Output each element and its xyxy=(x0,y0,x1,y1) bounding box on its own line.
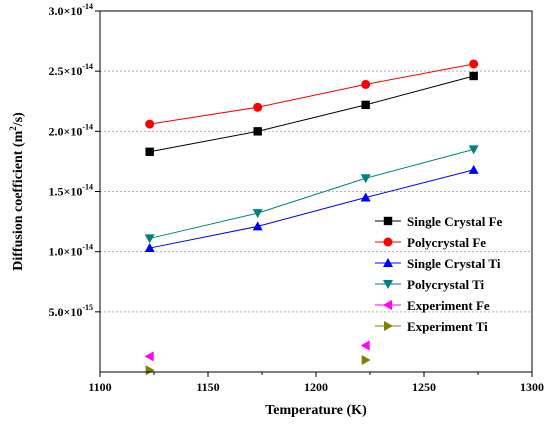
x-axis-title: Temperature (K) xyxy=(265,403,367,418)
data-point xyxy=(252,221,263,231)
y-tick-label: 5.0×10-15 xyxy=(48,303,93,319)
legend-label: Experiment Fe xyxy=(407,298,490,313)
x-tick-label: 1100 xyxy=(88,380,111,394)
y-tick-label: 2.5×10-14 xyxy=(48,62,93,78)
data-point xyxy=(468,164,479,174)
series-line xyxy=(149,63,474,125)
data-point xyxy=(145,147,154,156)
data-point xyxy=(360,192,371,202)
data-point xyxy=(253,127,262,136)
y-tick-label: 3.0×10-14 xyxy=(48,2,93,18)
legend-label: Experiment Ti xyxy=(407,319,488,334)
series-line xyxy=(149,169,474,249)
y-tick-label: 1.0×10-14 xyxy=(48,243,93,259)
series-line xyxy=(149,75,474,153)
y-axis: 5.0×10-15 1.0×10-14 1.5×10-14 2.0×10-14 2.5×… xyxy=(48,2,100,319)
data-point xyxy=(468,145,479,155)
legend-marker xyxy=(383,258,393,267)
legend-marker xyxy=(383,216,393,226)
x-axis: 1100 1150 1200 1250 1300 xyxy=(88,372,544,394)
y-axis-title-main: Diffusion coefficient (m xyxy=(11,130,26,270)
series-markers xyxy=(144,59,479,376)
data-point xyxy=(360,174,371,184)
y-tick-label: 1.5×10-14 xyxy=(48,183,93,199)
data-point xyxy=(361,354,371,365)
legend-label: Single Crystal Fe xyxy=(407,214,503,229)
data-point xyxy=(469,59,479,69)
data-point xyxy=(145,119,155,129)
data-point xyxy=(469,71,478,81)
x-tick-label: 1250 xyxy=(412,380,436,394)
series-line xyxy=(149,148,474,239)
y-tick-label: 2.0×10-14 xyxy=(48,122,93,138)
y-axis-title-end: /s) xyxy=(11,112,26,127)
legend-label: Polycrystal Fe xyxy=(407,235,486,250)
legend-label: Single Crystal Ti xyxy=(407,256,501,271)
legend-marker xyxy=(383,300,392,310)
data-point xyxy=(145,365,155,376)
legend-label: Polycrystal Ti xyxy=(407,277,485,292)
data-point xyxy=(361,79,371,89)
legend-marker xyxy=(383,280,393,289)
y-axis-title: Diffusion coefficient (m2/s) xyxy=(8,112,26,271)
data-point xyxy=(253,102,263,112)
x-tick-label: 1200 xyxy=(304,380,328,394)
data-point xyxy=(144,351,154,362)
legend-marker xyxy=(383,237,393,247)
x-tick-label: 1150 xyxy=(196,380,219,394)
data-point xyxy=(360,340,370,351)
grid-lines xyxy=(100,70,532,313)
series-lines xyxy=(149,63,474,249)
data-point xyxy=(252,209,263,219)
data-point xyxy=(144,234,155,244)
x-tick-label: 1300 xyxy=(520,380,544,394)
legend: Single Crystal Fe Polycrystal Fe Single Cr… xyxy=(375,214,503,334)
data-point xyxy=(361,100,370,110)
legend-marker xyxy=(384,321,393,331)
y-axis-title-superscript: 2 xyxy=(8,126,18,131)
data-point xyxy=(144,243,155,253)
